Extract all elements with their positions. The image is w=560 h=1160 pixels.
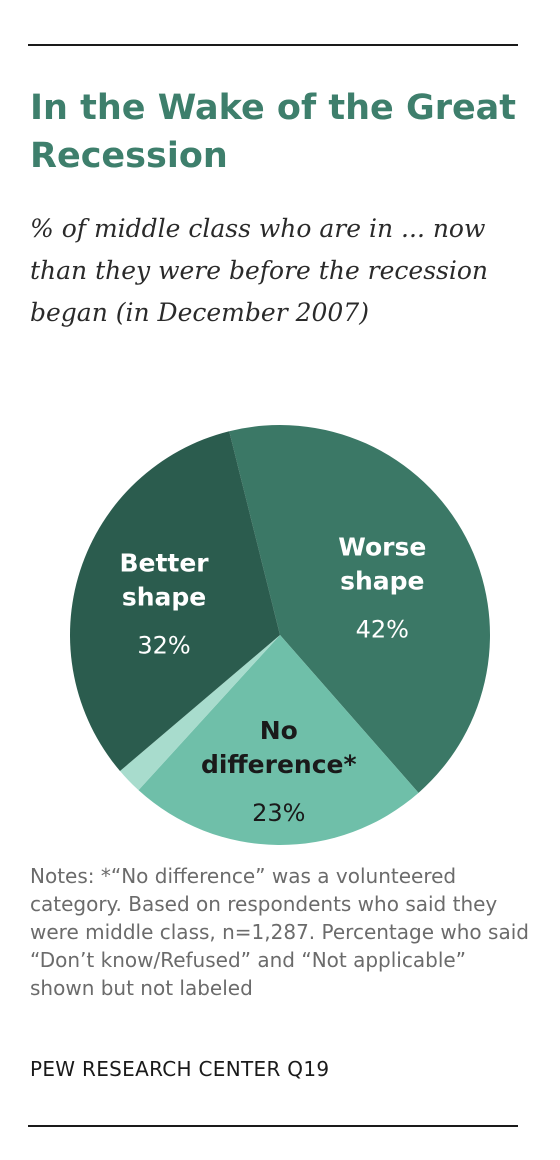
slice-label-1-0: No [260, 716, 298, 745]
pie-slice-2 [119, 635, 281, 791]
slice-value-0: 42% [356, 615, 409, 643]
slice-label-3-0: Better [119, 549, 209, 578]
chart-notes: Notes: *“No difference” was a volunteere… [30, 864, 529, 1000]
top-rule [28, 44, 518, 46]
chart-title: In the Wake of the Great Recession [30, 88, 517, 176]
slice-value-3: 32% [137, 632, 190, 660]
pie-slice-3 [69, 431, 280, 772]
slice-value-1: 23% [252, 799, 305, 827]
pie-chart: Worse shape 42% No difference* 23% Better shape… [69, 425, 491, 845]
slice-label-0-1: shape [340, 566, 424, 595]
bottom-rule [28, 1125, 518, 1127]
pie-slice-0 [229, 425, 491, 793]
chart-subtitle: % of middle class who are in ... now tha… [30, 214, 489, 327]
pie-slice-1 [138, 635, 419, 845]
slice-label-3-1: shape [122, 583, 206, 612]
source-line: PEW RESEARCH CENTER Q19 [30, 1057, 330, 1081]
slice-label-0-0: Worse [338, 532, 426, 561]
slice-label-1-1: difference* [201, 750, 357, 779]
